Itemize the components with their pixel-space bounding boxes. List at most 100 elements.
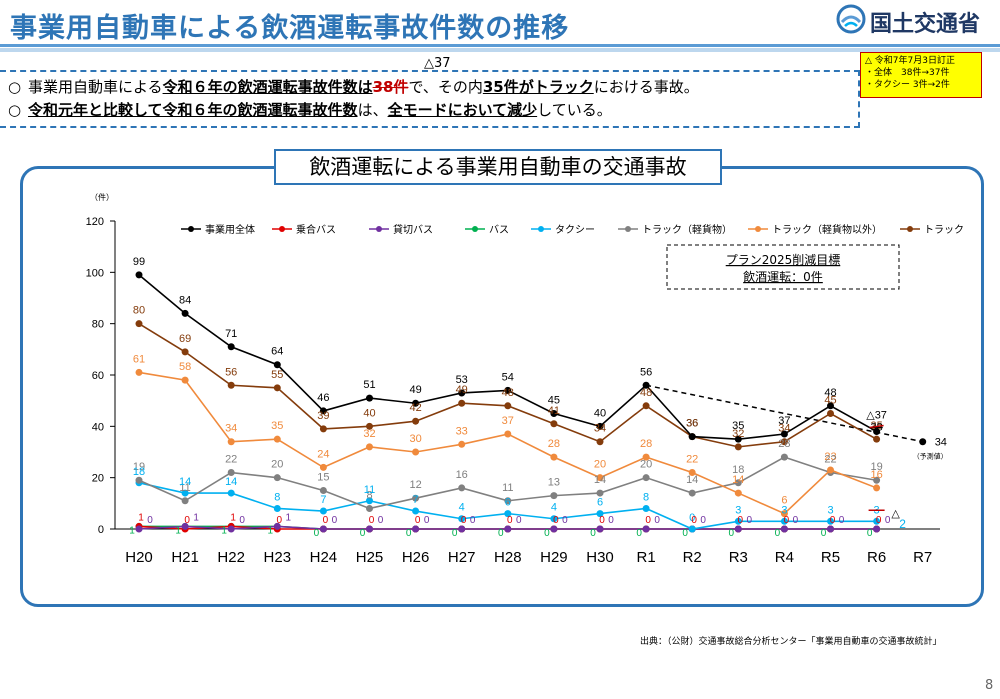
data-label: 0: [700, 515, 706, 526]
data-label: 40: [594, 407, 606, 419]
legend-marker: [538, 226, 544, 232]
data-label: 0: [839, 515, 845, 526]
logo-text: 国土交通省: [870, 12, 981, 37]
data-label: 0: [378, 515, 384, 526]
data-point: [458, 399, 466, 407]
data-label: 49: [456, 384, 468, 396]
data-point: [734, 443, 742, 451]
data-point: [135, 271, 143, 279]
data-point: [458, 484, 466, 492]
data-label: 4: [551, 502, 557, 514]
data-label: 1: [230, 512, 236, 523]
data-label: 35: [271, 420, 283, 432]
data-label: 0: [876, 515, 882, 526]
data-label: 48: [502, 387, 514, 399]
data-point: [827, 466, 834, 474]
data-label: 13: [548, 477, 560, 489]
data-point: [734, 479, 742, 487]
data-label: 3: [781, 504, 787, 516]
data-point: [135, 525, 143, 533]
data-label: 0: [415, 515, 421, 526]
bullet-icon: ○: [8, 101, 22, 119]
data-label: 80: [133, 305, 145, 317]
data-point: [642, 474, 650, 482]
data-point: [273, 384, 281, 392]
data-point: [181, 376, 189, 384]
data-label: 36: [686, 418, 698, 430]
data-label: 36: [686, 418, 698, 430]
data-label: 19: [870, 461, 882, 473]
data-label: 0: [507, 515, 513, 526]
summary-box: [0, 70, 860, 128]
x-tick-label: H26: [402, 549, 430, 566]
data-label: 0: [793, 515, 799, 526]
data-label: 0: [470, 515, 476, 526]
data-point: [135, 320, 143, 328]
correction-label: △: [891, 508, 900, 520]
data-label: 0: [729, 528, 735, 539]
summary-line-1: ○ 事業用自動車による令和６年の飲酒運転事故件数は38件で、その内35件がトラック…: [8, 78, 699, 96]
data-point: [873, 476, 881, 484]
data-label: 1: [268, 525, 274, 536]
data-point: [366, 525, 373, 533]
data-point: [135, 476, 143, 484]
y-tick-label: 60: [92, 370, 104, 382]
data-point: [688, 525, 696, 533]
data-label: 0: [775, 528, 781, 539]
data-label: 0: [689, 512, 695, 524]
data-label: 99: [133, 256, 145, 268]
data-label: 30: [409, 433, 421, 445]
data-point: [780, 517, 788, 525]
data-label: 20: [640, 459, 652, 471]
data-point: [550, 410, 558, 417]
data-label: 71: [225, 328, 237, 340]
data-label: 20: [271, 459, 283, 471]
data-point: [873, 427, 881, 435]
data-point: [873, 435, 881, 443]
data-label: 0: [608, 515, 614, 526]
data-label: 0: [516, 515, 522, 526]
forecast-note: （予測値）: [913, 452, 948, 461]
data-label: 49: [409, 384, 421, 396]
data-label: 0: [654, 515, 660, 526]
data-point: [181, 309, 189, 317]
data-label: 1: [129, 525, 135, 536]
data-point: [642, 381, 650, 389]
legend-label: トラック: [924, 224, 964, 236]
data-label: 54: [502, 371, 514, 383]
y-tick-label: 120: [86, 216, 104, 228]
struck-count: 38件: [372, 78, 409, 96]
data-point: [319, 507, 327, 515]
data-label: 34: [225, 423, 237, 435]
data-label: 35: [732, 420, 744, 432]
struck-data-label: 38: [870, 421, 882, 433]
data-label: 22: [824, 454, 836, 466]
data-label: 58: [179, 361, 191, 373]
data-point: [412, 494, 420, 502]
data-point: [273, 474, 281, 482]
data-point: [642, 525, 650, 533]
x-tick-label: H20: [125, 549, 153, 566]
data-label: 24: [317, 448, 329, 460]
data-point: [319, 487, 327, 494]
data-point: [504, 525, 512, 533]
data-label: 33: [456, 425, 468, 437]
legend-marker: [472, 226, 478, 232]
data-label: 0: [747, 515, 753, 526]
data-point: [550, 525, 558, 533]
title-divider: [0, 44, 1000, 52]
data-label: 0: [691, 515, 697, 526]
chart-title: 飲酒運転による事業用自動車の交通事故: [274, 149, 722, 185]
data-label: 11: [502, 482, 513, 494]
data-point: [734, 525, 742, 533]
data-point: [504, 510, 512, 518]
data-point: [319, 425, 327, 433]
data-label: 34: [594, 423, 606, 435]
data-label: 64: [271, 346, 283, 358]
x-tick-label: H29: [540, 549, 568, 566]
data-label: 0: [452, 528, 458, 539]
data-label: 55: [271, 369, 283, 381]
data-label: 28: [640, 438, 652, 450]
y-tick-label: 20: [92, 473, 104, 485]
data-point: [135, 368, 143, 376]
